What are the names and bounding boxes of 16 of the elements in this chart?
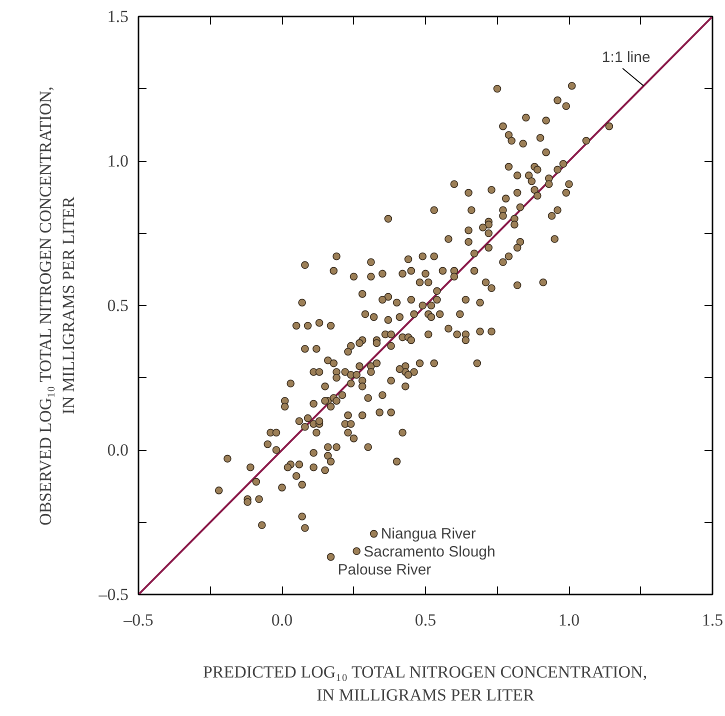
x-axis-title: PREDICTED LOG₁₀ TOTAL NITROGEN CONCENTRATION, IN MILLIGRAMS PER LITER [202,662,648,704]
annotation: Palouse River [338,561,432,578]
y-tick-label: 1.0 [107,152,128,170]
x-tick-label: 1.0 [558,610,580,630]
y-tick-label: –0.5 [98,585,128,604]
x-tick-label: 1.5 [702,610,724,630]
y-tick-label: 0.0 [107,440,128,460]
y-tick-label: 0.5 [107,296,128,315]
x-tick-label: 0.5 [414,610,436,630]
x-tick-label: –0.5 [122,610,154,630]
annotation: Niangua River [380,525,476,542]
x-tick-label: 0.0 [271,610,293,630]
series-label: 1:1 line [602,48,650,66]
annotation: Sacramento Slough [364,543,496,560]
y-tick-label: 1.5 [107,7,128,26]
y-axis-title: OBSERVED LOG₁₀ TOTAL NITROGEN CONCENTRATION, IN MILLIGRAMS PER LITER [36,86,78,526]
